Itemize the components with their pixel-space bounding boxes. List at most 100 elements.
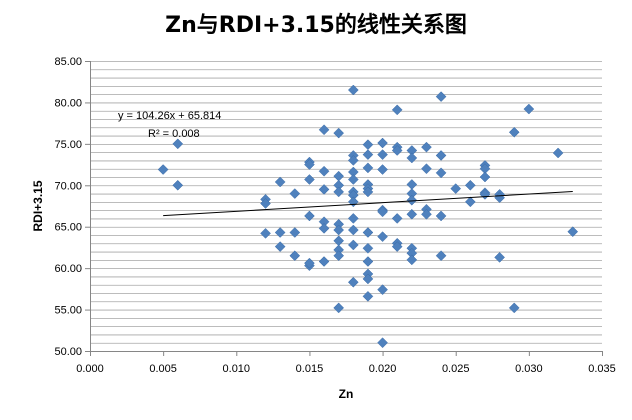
data-point: [494, 252, 505, 263]
data-point: [347, 196, 359, 208]
data-point: [464, 179, 476, 191]
data-point: [508, 126, 520, 138]
data-point: [406, 208, 418, 220]
x-tick-label: 0.010: [223, 363, 251, 375]
data-point: [289, 227, 301, 238]
chart-title: Zn与RDI+3.15的线性关系图: [165, 12, 467, 38]
trendline-r-squared: R² = 0.008: [148, 128, 200, 140]
data-point: [435, 91, 447, 102]
data-point: [421, 141, 432, 153]
data-point: [260, 198, 271, 209]
y-tick-label: 70.00: [54, 180, 82, 192]
data-point: [391, 145, 403, 156]
x-tick-label: 0.015: [296, 363, 324, 375]
y-tick-label: 50.00: [54, 346, 82, 358]
data-point: [421, 163, 432, 175]
data-point: [362, 273, 374, 285]
data-point: [362, 256, 374, 267]
data-point: [508, 302, 520, 314]
data-point: [333, 235, 345, 247]
data-point: [304, 159, 315, 170]
data-point: [289, 188, 301, 199]
data-point: [333, 302, 345, 314]
data-point: [406, 179, 418, 190]
y-tick-label: 85.00: [54, 56, 82, 68]
y-axis-label: RDI+3.15: [31, 180, 45, 231]
data-point: [274, 227, 286, 238]
data-point: [377, 137, 388, 149]
data-point: [377, 337, 388, 349]
data-point: [347, 84, 359, 96]
data-point: [567, 226, 579, 238]
x-tick-label: 0.000: [76, 363, 104, 375]
data-point: [552, 147, 564, 159]
data-point: [333, 250, 345, 262]
data-point: [362, 186, 374, 198]
data-point: [318, 184, 330, 195]
data-point: [318, 124, 330, 136]
x-axis-label: Zn: [339, 387, 354, 401]
data-point: [362, 290, 374, 302]
data-point: [157, 164, 169, 175]
data-point: [274, 241, 286, 252]
data-point: [421, 208, 432, 220]
data-point: [406, 254, 418, 266]
data-point: [333, 127, 345, 139]
y-tick-labels: 50.00 55.00 60.00 65.00 70.00 75.00 80.00 85.00: [54, 56, 90, 358]
data-point: [406, 194, 418, 206]
data-point: [274, 176, 286, 188]
x-tick-label: 0.030: [515, 363, 543, 375]
data-point: [333, 224, 345, 236]
trendline-line: [163, 190, 573, 217]
data-point: [435, 167, 447, 179]
data-point: [347, 239, 359, 251]
y-tick-label: 80.00: [54, 97, 82, 109]
data-point: [406, 152, 418, 164]
data-point: [362, 162, 374, 174]
y-tick-label: 55.00: [54, 305, 82, 317]
x-tick-label: 0.005: [149, 363, 177, 375]
data-point: [347, 213, 359, 224]
data-point: [377, 231, 388, 243]
data-point: [333, 170, 345, 182]
x-tick-label: 0.025: [442, 363, 470, 375]
data-point: [318, 223, 330, 234]
data-point: [391, 241, 403, 252]
data-point: [347, 224, 359, 236]
data-point: [377, 284, 388, 296]
data-point: [260, 227, 271, 239]
data-point: [377, 206, 388, 218]
gridlines: [90, 61, 602, 344]
data-point: [435, 250, 447, 262]
x-tick-labels: 0.000 0.005 0.010 0.015 0.020 0.025 0.030 0.035: [76, 351, 616, 375]
data-point: [391, 104, 403, 116]
data-point: [172, 179, 184, 191]
data-point: [435, 150, 447, 161]
y-tick-label: 75.00: [54, 139, 82, 151]
data-point: [304, 257, 315, 269]
data-points: [157, 84, 579, 349]
data-point: [377, 164, 388, 175]
data-point: [523, 103, 535, 115]
data-point: [172, 138, 184, 150]
y-tick-label: 65.00: [54, 222, 82, 234]
data-point: [377, 149, 388, 160]
data-point: [318, 256, 330, 267]
data-point: [333, 186, 345, 198]
data-point: [479, 171, 491, 183]
x-tick-label: 0.035: [588, 363, 616, 375]
data-point: [464, 196, 476, 208]
data-point: [318, 165, 330, 177]
trendline: [163, 190, 573, 217]
data-point: [435, 210, 447, 222]
axes: [90, 61, 602, 352]
data-point: [362, 139, 374, 151]
data-point: [347, 276, 359, 288]
data-point: [450, 183, 462, 194]
trendline-equation: y = 104.26x + 65.814: [118, 110, 221, 122]
data-point: [362, 149, 374, 160]
data-point: [304, 174, 315, 185]
data-point: [289, 250, 301, 262]
y-tick-label: 60.00: [54, 263, 82, 275]
